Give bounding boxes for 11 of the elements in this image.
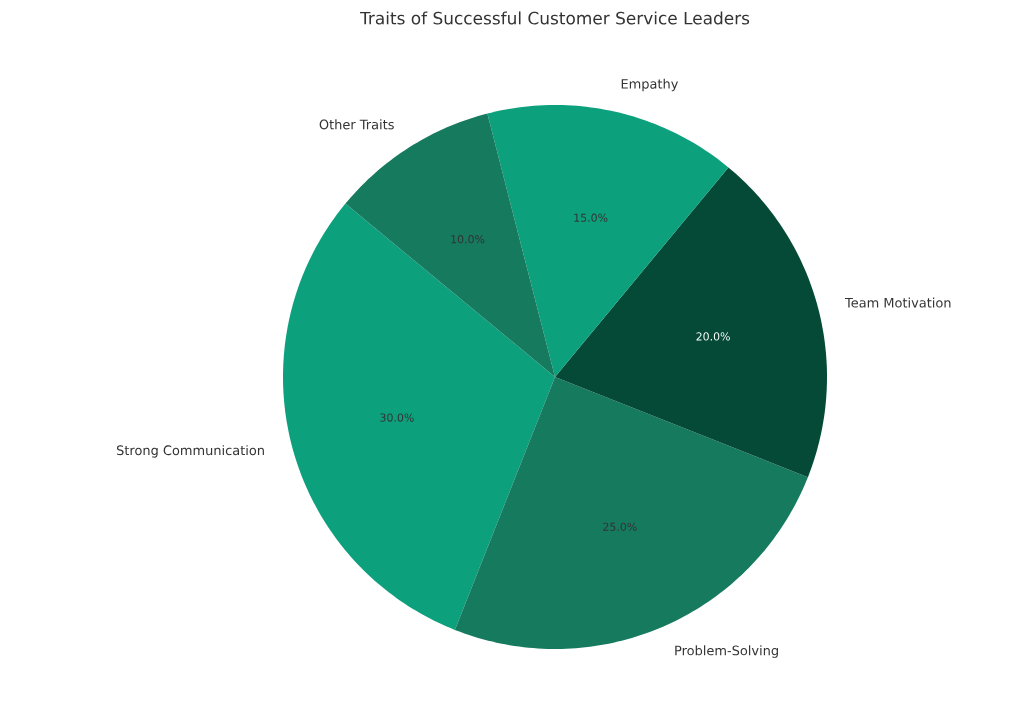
slice-label: Strong Communication <box>116 445 264 458</box>
data-label: 25.0% <box>603 522 637 531</box>
slice-label: Team Motivation <box>844 297 951 308</box>
slice-label: Problem-Solving <box>675 645 778 658</box>
data-label: 30.0% <box>380 413 414 422</box>
slice-label: Other Traits <box>319 119 394 130</box>
data-label: 10.0% <box>451 235 485 244</box>
data-label: 20.0% <box>696 332 730 341</box>
chart-title: Traits of Successful Customer Service Leaders <box>359 11 750 25</box>
data-label: 15.0% <box>574 213 608 222</box>
slice-label: Empathy <box>621 78 678 92</box>
